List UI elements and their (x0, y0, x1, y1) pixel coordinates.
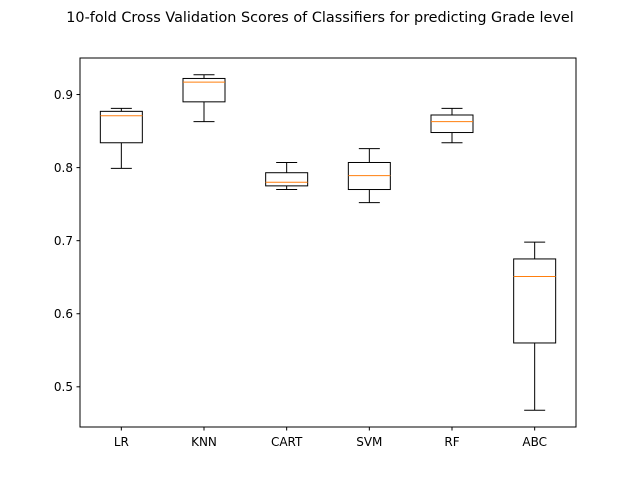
box (265, 172, 309, 187)
y-tick-label: 0.7 (54, 234, 73, 248)
box (99, 110, 143, 144)
y-tick-label: 0.5 (54, 380, 73, 394)
x-tick-label: ABC (522, 435, 547, 449)
axes-frame (79, 57, 577, 428)
y-tick-label: 0.9 (54, 88, 73, 102)
plot-area: 0.5 0.6 0.7 0.8 0.9 LR KNN CART SVM RF ABC (54, 57, 577, 449)
chart-title: 10-fold Cross Validation Scores of Class… (66, 10, 573, 26)
x-tick-label: LR (114, 435, 129, 449)
box (513, 258, 557, 344)
y-tick-label: 0.8 (54, 161, 73, 175)
x-tick-label: CART (271, 435, 303, 449)
x-tick-label: SVM (356, 435, 382, 449)
x-tick-label: RF (444, 435, 459, 449)
x-tick-label: KNN (191, 435, 217, 449)
y-tick-label: 0.6 (54, 307, 73, 321)
box (182, 77, 226, 103)
box (430, 114, 474, 134)
